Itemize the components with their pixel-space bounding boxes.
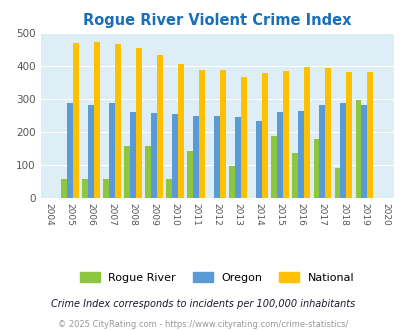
Bar [214, 115, 220, 198]
Bar [172, 114, 178, 198]
Bar [61, 179, 67, 198]
Bar [166, 179, 172, 198]
Bar [262, 73, 267, 198]
Legend: Rogue River, Oregon, National: Rogue River, Oregon, National [79, 273, 354, 283]
Bar [298, 111, 303, 198]
Bar [283, 71, 288, 198]
Bar [130, 112, 136, 198]
Bar [73, 43, 79, 198]
Bar [136, 48, 142, 198]
Bar [292, 153, 298, 198]
Bar [235, 117, 241, 198]
Bar [109, 103, 115, 198]
Title: Rogue River Violent Crime Index: Rogue River Violent Crime Index [83, 13, 351, 28]
Text: © 2025 CityRating.com - https://www.cityrating.com/crime-statistics/: © 2025 CityRating.com - https://www.city… [58, 320, 347, 329]
Bar [198, 70, 205, 198]
Text: Crime Index corresponds to incidents per 100,000 inhabitants: Crime Index corresponds to incidents per… [51, 299, 354, 309]
Bar [67, 103, 73, 198]
Bar [157, 55, 162, 198]
Bar [277, 112, 283, 198]
Bar [151, 113, 157, 198]
Bar [271, 136, 277, 198]
Bar [339, 103, 345, 198]
Bar [367, 72, 372, 198]
Bar [94, 42, 100, 198]
Bar [103, 179, 109, 198]
Bar [178, 64, 183, 198]
Bar [303, 67, 309, 198]
Bar [319, 105, 324, 198]
Bar [82, 179, 88, 198]
Bar [256, 121, 262, 198]
Bar [229, 166, 235, 198]
Bar [220, 70, 226, 198]
Bar [324, 68, 330, 198]
Bar [360, 105, 367, 198]
Bar [313, 139, 319, 198]
Bar [88, 105, 94, 198]
Bar [241, 77, 247, 198]
Bar [115, 44, 121, 198]
Bar [345, 72, 351, 198]
Bar [193, 115, 198, 198]
Bar [355, 100, 360, 198]
Bar [334, 168, 339, 198]
Bar [145, 146, 151, 198]
Bar [124, 146, 130, 198]
Bar [187, 151, 193, 198]
